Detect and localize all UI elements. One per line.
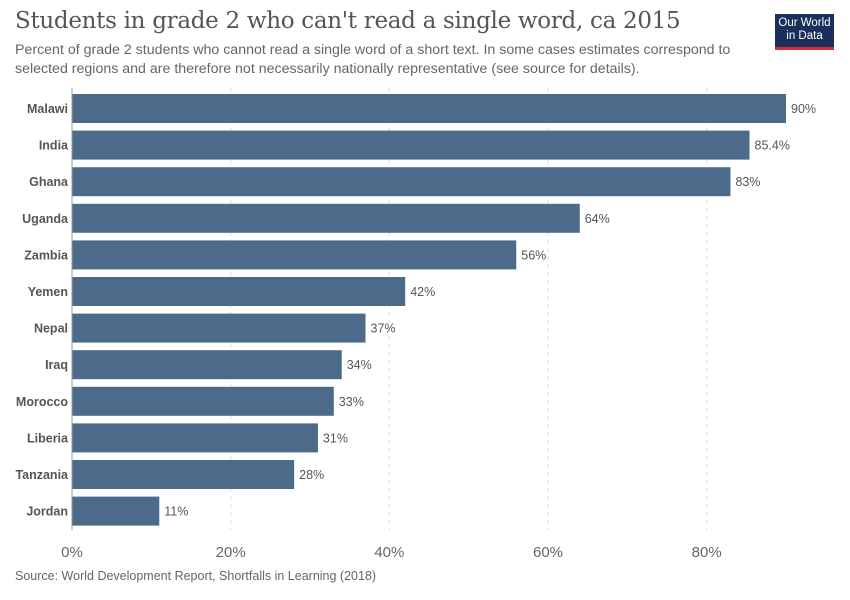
category-label: Morocco <box>16 395 68 409</box>
x-tick-label: 40% <box>374 544 404 561</box>
bar <box>72 203 580 233</box>
bar <box>72 460 295 489</box>
category-label: Ghana <box>29 175 69 189</box>
chart-subtitle: Percent of grade 2 students who cannot r… <box>15 42 731 77</box>
category-label: Yemen <box>28 285 68 299</box>
category-label: Malawi <box>27 102 68 116</box>
bar <box>72 130 750 160</box>
bar <box>72 240 517 270</box>
bar <box>72 277 406 306</box>
bar <box>72 350 342 380</box>
value-label: 83% <box>735 175 760 189</box>
chart-title: Students in grade 2 who can't read a sin… <box>15 8 681 34</box>
value-label: 11% <box>164 505 188 519</box>
x-tick-label: 80% <box>692 544 722 561</box>
owid-logo[interactable]: Our World in Data <box>775 14 834 50</box>
category-label: India <box>39 139 69 153</box>
category-label: Liberia <box>27 431 69 445</box>
x-tick-label: 0% <box>61 544 83 561</box>
bar <box>72 94 786 123</box>
value-label: 90% <box>791 102 816 116</box>
logo-line-2: in Data <box>786 30 823 42</box>
value-label: 28% <box>299 468 324 482</box>
category-label: Uganda <box>22 212 69 226</box>
bar <box>72 423 318 453</box>
value-label: 37% <box>371 322 396 336</box>
value-label: 31% <box>323 431 348 445</box>
category-label: Tanzania <box>15 468 69 482</box>
value-label: 56% <box>521 248 546 262</box>
value-label: 34% <box>347 358 372 372</box>
x-tick-label: 60% <box>533 544 563 561</box>
value-label: 33% <box>339 395 364 409</box>
x-tick-label: 20% <box>216 544 246 561</box>
category-label: Jordan <box>26 505 68 519</box>
bar <box>72 496 160 526</box>
category-label: Zambia <box>24 248 69 262</box>
bar <box>72 386 334 416</box>
source-note: Source: World Development Report, Shortf… <box>15 569 377 583</box>
bar <box>72 313 366 343</box>
value-label: 64% <box>585 212 610 226</box>
value-label: 42% <box>410 285 435 299</box>
category-label: Nepal <box>34 322 68 336</box>
bar <box>72 167 731 197</box>
value-label: 85.4% <box>755 139 790 153</box>
category-label: Iraq <box>45 358 68 372</box>
logo-line-1: Our World <box>778 17 831 29</box>
